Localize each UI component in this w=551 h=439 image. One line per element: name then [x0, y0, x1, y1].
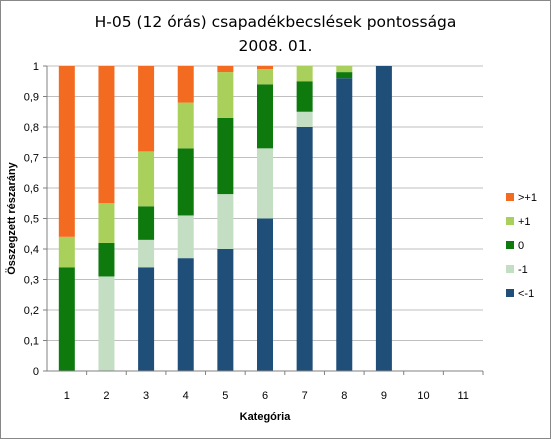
bar-segment: [336, 72, 353, 79]
chart-subtitle: 2008. 01.: [238, 37, 313, 55]
bar-segment: [58, 267, 75, 371]
x-tick-label: 3: [143, 390, 149, 402]
y-tick-label: 0,8: [24, 122, 39, 134]
x-tick-label: 5: [222, 390, 228, 402]
chart-title: H-05 (12 órás) csapadékbecslések pontoss…: [94, 13, 457, 31]
bar-segment: [138, 267, 155, 371]
legend-swatch: [506, 265, 514, 273]
x-tick-label: 4: [183, 390, 189, 402]
bar-segment: [296, 81, 313, 112]
y-tick-label: 0,6: [24, 183, 39, 195]
y-tick-label: 0: [33, 366, 39, 378]
y-tick-label: 0,5: [24, 214, 39, 226]
bar-segment: [257, 66, 273, 70]
y-tick-label: 1: [33, 61, 39, 73]
legend-swatch: [506, 193, 514, 201]
x-tick-label: 6: [262, 390, 268, 402]
bar-segment: [217, 66, 234, 73]
x-tick-label: 9: [381, 390, 387, 402]
bar-segment: [336, 66, 353, 73]
bar-segment: [296, 66, 313, 82]
bar-segment: [257, 218, 273, 371]
bar-segment: [138, 206, 155, 240]
bar-segment: [138, 151, 155, 207]
bar-segment: [98, 276, 115, 371]
bar-segment: [177, 215, 194, 259]
bar-segment: [257, 84, 273, 149]
bar-segment: [177, 66, 194, 103]
legend-swatch: [506, 217, 514, 225]
legend-label: +1: [518, 216, 531, 228]
x-tick-label: 2: [103, 390, 109, 402]
y-tick-label: 0,9: [24, 92, 39, 104]
bar-segment: [217, 194, 234, 249]
x-tick-label: 10: [417, 390, 429, 402]
bar-segment: [98, 242, 115, 277]
bar-segment: [177, 258, 194, 371]
legend-label: <-1: [518, 288, 534, 300]
x-tick-label: 8: [341, 390, 347, 402]
y-tick-label: 0,1: [24, 336, 39, 348]
bar-segment: [138, 66, 155, 152]
bar-segment: [98, 66, 115, 204]
bar-segment: [58, 66, 75, 237]
legend-swatch: [506, 289, 514, 297]
bar-segment: [336, 78, 353, 371]
legend-label: 0: [518, 240, 524, 252]
y-axis-title: Összegzett részarány: [5, 161, 18, 274]
y-tick-label: 0,4: [24, 244, 39, 256]
bar-segment: [217, 117, 234, 195]
y-tick-label: 0,7: [24, 153, 39, 165]
bar-segment: [177, 102, 194, 149]
bar-segment: [98, 203, 115, 243]
y-tick-label: 0,3: [24, 275, 39, 287]
x-tick-label: 11: [457, 390, 468, 402]
x-tick-label: 7: [302, 390, 308, 402]
legend-label: >+1: [518, 192, 537, 204]
y-tick-label: 0,2: [24, 305, 39, 317]
bar-segment: [217, 249, 234, 371]
bar-segment: [375, 66, 392, 371]
x-axis-title: Kategória: [240, 411, 292, 423]
bar-segment: [257, 69, 273, 85]
bar-segment: [296, 127, 313, 371]
legend-swatch: [506, 241, 514, 249]
bar-segment: [217, 72, 234, 118]
x-tick-label: 1: [64, 390, 70, 402]
bar-segment: [296, 111, 313, 127]
legend-label: -1: [518, 264, 528, 276]
bar-segment: [177, 148, 194, 216]
bar-segment: [257, 148, 273, 219]
bar-segment: [138, 239, 155, 268]
bar-segment: [58, 236, 75, 268]
